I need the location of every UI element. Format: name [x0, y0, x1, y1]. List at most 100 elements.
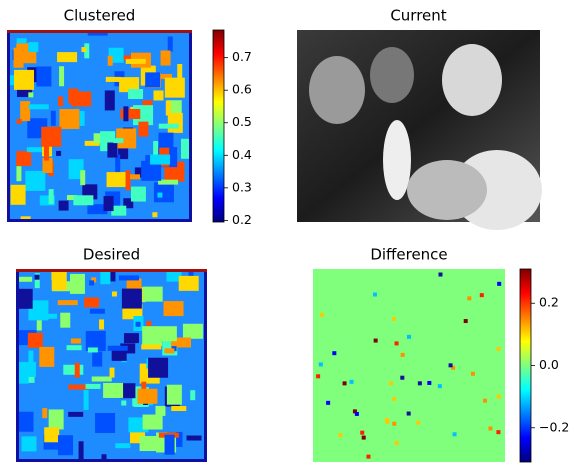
image-patch	[34, 273, 40, 289]
image-patch	[158, 123, 179, 129]
image-patch	[59, 66, 65, 87]
image-patch	[58, 200, 69, 211]
image-pixel	[488, 426, 493, 431]
image-patch	[89, 308, 105, 314]
image-patch	[21, 436, 37, 452]
image-pixel	[352, 409, 357, 414]
image-patch	[16, 151, 32, 167]
image-pixel	[427, 380, 432, 385]
image-patch	[91, 376, 112, 382]
image-patch	[148, 357, 169, 378]
image-patch	[171, 406, 187, 412]
image-patch	[21, 297, 32, 303]
image-patch	[164, 348, 175, 354]
image	[7, 30, 192, 222]
image-pixel	[483, 398, 488, 403]
image-pixel	[318, 362, 323, 367]
image-patch	[166, 271, 182, 282]
image-patch	[158, 179, 179, 185]
image-patch	[81, 47, 87, 53]
image-patch	[142, 414, 163, 430]
image-pixel	[338, 433, 343, 438]
subplot-title: Desired	[83, 246, 140, 264]
image-patch	[115, 154, 121, 175]
image-patch	[28, 300, 49, 321]
image-patch	[26, 147, 42, 153]
image-patch	[89, 280, 95, 286]
image-patch	[13, 47, 24, 68]
image-patch	[58, 96, 64, 107]
image-patch	[111, 205, 127, 216]
image-patch	[99, 319, 105, 330]
image-patch	[36, 66, 52, 87]
image-patch	[125, 170, 131, 191]
image-patch	[68, 159, 84, 180]
image-patch	[115, 443, 131, 449]
colorbar	[519, 268, 532, 463]
image-patch	[150, 154, 171, 165]
image-patch	[39, 195, 55, 206]
image-pixel	[451, 365, 456, 370]
image-pixel	[497, 281, 502, 286]
image-pixel	[332, 351, 337, 356]
image-pixel	[496, 346, 501, 351]
image-patch	[27, 332, 43, 348]
image-patch	[25, 170, 46, 191]
image-patch	[47, 313, 58, 319]
image-patch	[87, 204, 108, 215]
subplot-title: Difference	[370, 246, 447, 264]
image-patch	[93, 133, 104, 144]
image-patch	[142, 286, 163, 302]
photo-shape	[383, 120, 411, 200]
image-patch	[139, 436, 160, 452]
image-patch	[34, 274, 40, 280]
image-patch	[51, 270, 67, 291]
colorbar-tick-label: −0.2	[539, 419, 569, 434]
image-patch	[79, 110, 85, 126]
image-patch	[80, 170, 86, 186]
photo-shape	[309, 56, 365, 124]
colorbar	[212, 29, 225, 223]
image-patch	[87, 347, 98, 353]
image-pixel	[448, 363, 453, 368]
image-patch	[16, 119, 22, 125]
image-patch	[113, 138, 124, 144]
image-patch	[155, 405, 166, 416]
image-patch	[41, 126, 62, 147]
image-patch	[156, 73, 172, 79]
image-patch	[20, 101, 31, 122]
image-patch	[28, 92, 34, 98]
image-patch	[17, 276, 33, 282]
image-pixel	[496, 394, 501, 399]
image-patch	[59, 108, 80, 129]
image-patch	[68, 411, 84, 417]
image-patch	[120, 108, 141, 119]
image-pixel	[392, 421, 397, 426]
image-patch	[85, 383, 101, 389]
image-patch	[60, 312, 71, 328]
image-pixel	[406, 411, 411, 416]
image-pixel	[342, 381, 347, 386]
image-patch	[109, 367, 115, 378]
image-patch	[157, 192, 163, 198]
image-patch	[141, 160, 162, 181]
image-patch	[107, 345, 128, 351]
image-patch	[166, 384, 182, 405]
image-patch	[14, 69, 35, 90]
image-patch	[145, 72, 161, 88]
image-pixel	[360, 430, 365, 435]
colorbar-tick-label: 0.7	[232, 49, 252, 64]
image-patch	[160, 50, 171, 66]
image-patch	[126, 278, 142, 289]
image-patch	[123, 106, 129, 122]
image-patch	[132, 386, 143, 407]
image-pixel	[354, 411, 359, 416]
image-patch	[106, 172, 127, 188]
image-patch	[167, 36, 173, 52]
colorbar-tick-label: 0.3	[232, 179, 252, 194]
image-patch	[111, 291, 117, 297]
image-patch	[121, 288, 142, 309]
image-patch	[170, 309, 181, 315]
colorbar-tick-label: 0.2	[232, 212, 252, 227]
image-pixel	[437, 384, 442, 389]
